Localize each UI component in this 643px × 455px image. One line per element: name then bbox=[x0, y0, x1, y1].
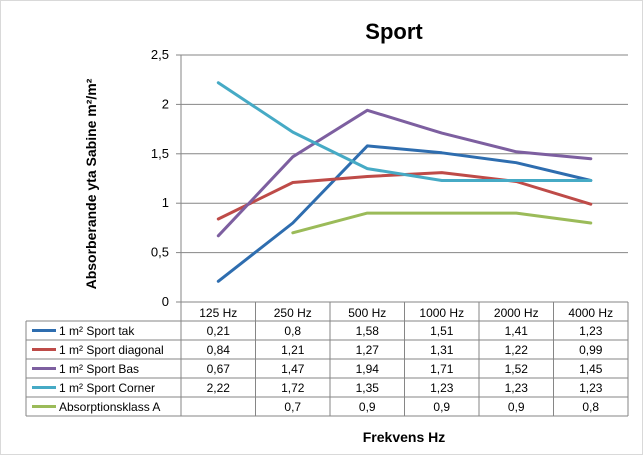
y-axis-title: Absorberande yta Sabine m²/m² bbox=[83, 78, 99, 289]
y-tick-label: 2,5 bbox=[151, 47, 169, 62]
table-cell: 1,23 bbox=[505, 381, 529, 395]
table-cell: 0,9 bbox=[359, 400, 376, 414]
category-label: 2000 Hz bbox=[494, 306, 539, 320]
table-cell: 1,71 bbox=[430, 362, 454, 376]
table-cell: 1,72 bbox=[281, 381, 305, 395]
table-cell: 0,99 bbox=[579, 343, 603, 357]
legend-label: 1 m² Sport Bas bbox=[59, 362, 139, 376]
category-label: 1000 Hz bbox=[419, 306, 464, 320]
series-line bbox=[216, 81, 593, 182]
category-label: 250 Hz bbox=[274, 306, 312, 320]
table-cell: 1,94 bbox=[356, 362, 380, 376]
y-axis-ticks: 0 0,5 1 1,5 2 2,5 bbox=[151, 47, 169, 309]
table-cell: 0,84 bbox=[207, 343, 231, 357]
table-cell: 1,23 bbox=[430, 381, 454, 395]
table-cell: 0,8 bbox=[284, 324, 301, 338]
table-cell: 1,27 bbox=[356, 343, 380, 357]
table-cell: 0,9 bbox=[433, 400, 450, 414]
y-tick-label: 0,5 bbox=[151, 245, 169, 260]
category-label: 125 Hz bbox=[199, 306, 237, 320]
y-tick-label: 1 bbox=[162, 195, 169, 210]
y-tick-label: 0 bbox=[162, 294, 169, 309]
table-cell: 1,58 bbox=[356, 324, 380, 338]
table-cell: 1,23 bbox=[579, 324, 603, 338]
gridlines bbox=[176, 54, 628, 303]
table-cell: 1,23 bbox=[579, 381, 603, 395]
legend-label: Absorptionsklass A bbox=[59, 400, 160, 414]
table-cell: 1,22 bbox=[505, 343, 529, 357]
legend-label: 1 m² Sport tak bbox=[59, 324, 135, 338]
table-cell: 1,45 bbox=[579, 362, 603, 376]
table-cell: 0,67 bbox=[207, 362, 231, 376]
y-tick-label: 2 bbox=[162, 96, 169, 111]
legend-label: 1 m² Sport diagonal bbox=[59, 343, 164, 357]
data-table: 125 Hz 250 Hz 500 Hz 1000 Hz 2000 Hz 4000 Hz 1… bbox=[25, 301, 629, 417]
category-label: 500 Hz bbox=[348, 306, 386, 320]
table-cell: 1,21 bbox=[281, 343, 305, 357]
table-cell: 1,41 bbox=[505, 324, 529, 338]
x-axis-title: Frekvens Hz bbox=[363, 429, 445, 445]
chart-title: Sport bbox=[365, 19, 423, 44]
table-cell: 1,47 bbox=[281, 362, 305, 376]
table-cell: 0,21 bbox=[207, 324, 231, 338]
table-cell: 0,8 bbox=[582, 400, 599, 414]
table-cell: 1,35 bbox=[356, 381, 380, 395]
table-cell: 0,7 bbox=[284, 400, 301, 414]
series-line bbox=[291, 211, 593, 235]
category-label: 4000 Hz bbox=[568, 306, 613, 320]
table-cell: 0,9 bbox=[508, 400, 525, 414]
series-lines bbox=[216, 81, 593, 283]
series-line bbox=[216, 108, 593, 238]
table-cell: 1,31 bbox=[430, 343, 454, 357]
series-line bbox=[216, 144, 593, 283]
table-cell: 2,22 bbox=[207, 381, 231, 395]
table-cell: 1,52 bbox=[505, 362, 529, 376]
y-tick-label: 1,5 bbox=[151, 146, 169, 161]
legend-label: 1 m² Sport Corner bbox=[59, 381, 155, 395]
table-cell: 1,51 bbox=[430, 324, 454, 338]
